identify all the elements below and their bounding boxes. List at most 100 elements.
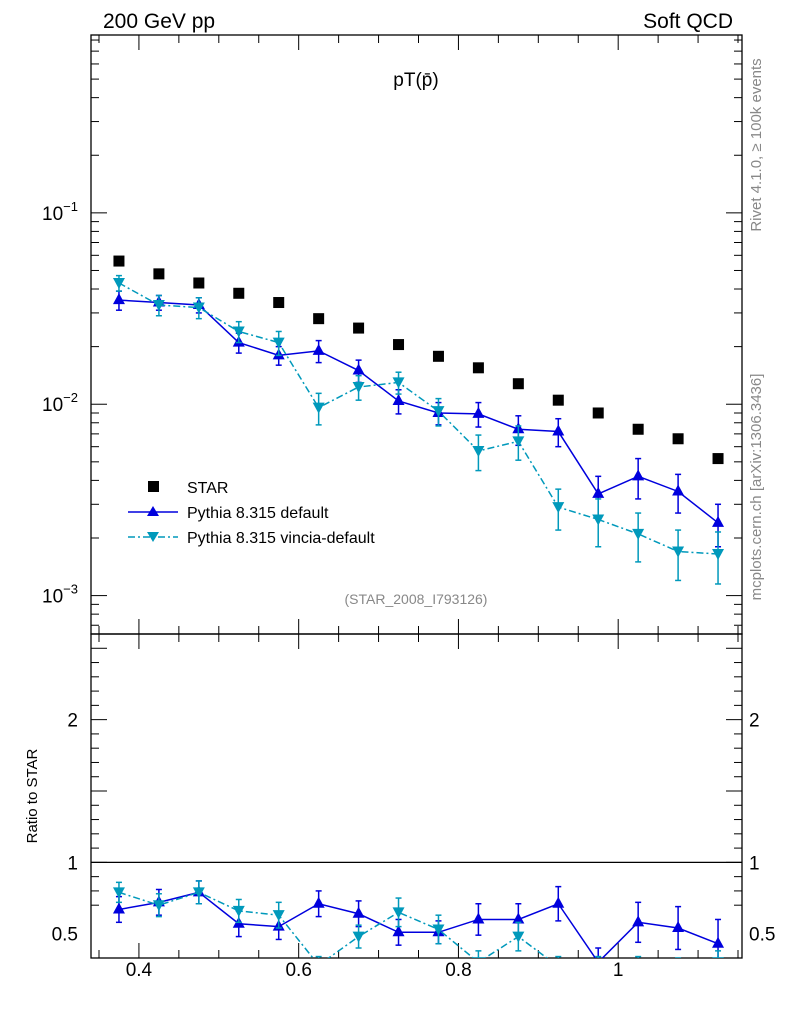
data-point bbox=[472, 912, 485, 924]
data-point bbox=[353, 322, 365, 334]
legend-label-vincia: Pythia 8.315 vincia-default bbox=[187, 530, 375, 547]
data-point bbox=[712, 453, 724, 465]
data-point bbox=[472, 957, 485, 958]
data-point bbox=[153, 268, 165, 280]
data-point bbox=[313, 960, 325, 971]
data-point bbox=[672, 963, 684, 974]
data-point bbox=[393, 339, 405, 351]
data-point bbox=[392, 907, 405, 919]
y-tick-label: 2 bbox=[67, 711, 78, 732]
x-tick-label: 0.4 bbox=[126, 960, 153, 981]
data-point bbox=[112, 293, 125, 305]
y-tick-label: 10−3 bbox=[42, 582, 78, 608]
data-point bbox=[192, 887, 205, 899]
legend-marker-vincia bbox=[147, 532, 159, 542]
data-point bbox=[632, 915, 645, 927]
data-point bbox=[352, 382, 365, 394]
data-point bbox=[392, 925, 405, 937]
data-point bbox=[672, 921, 685, 933]
data-point bbox=[152, 300, 165, 312]
data-point bbox=[112, 902, 125, 914]
data-point bbox=[632, 423, 644, 435]
data-point bbox=[632, 528, 645, 540]
data-point bbox=[273, 297, 285, 309]
x-tick-label: 0.6 bbox=[285, 960, 311, 981]
series-line bbox=[118, 891, 719, 958]
data-point bbox=[552, 962, 564, 973]
series-line bbox=[118, 891, 549, 958]
header-left: 200 GeV pp bbox=[103, 10, 215, 33]
data-point bbox=[392, 377, 405, 389]
data-point bbox=[312, 343, 325, 355]
mcplots-label: mcplots.cern.ch [arXiv:1306.3436] bbox=[748, 374, 765, 601]
data-point bbox=[432, 924, 445, 936]
data-point bbox=[112, 278, 125, 290]
y-tick-label: 1 bbox=[67, 853, 78, 874]
data-point bbox=[232, 905, 245, 917]
y-tick-label: 0.5 bbox=[52, 925, 78, 946]
data-point bbox=[392, 393, 405, 405]
data-point bbox=[552, 896, 565, 908]
data-point bbox=[712, 957, 725, 958]
y-tick-label-right: 0.5 bbox=[749, 925, 775, 946]
data-point bbox=[352, 363, 365, 375]
data-point bbox=[312, 896, 325, 908]
data-point bbox=[472, 362, 484, 374]
legend-label-star: STAR bbox=[187, 480, 228, 497]
data-point bbox=[512, 378, 524, 390]
legend: STAR Pythia 8.315 default Pythia 8.315 v… bbox=[128, 480, 375, 547]
data-point bbox=[272, 910, 285, 922]
data-point bbox=[152, 900, 165, 912]
data-point bbox=[672, 433, 684, 445]
data-point bbox=[232, 326, 245, 338]
data-point bbox=[512, 436, 525, 448]
data-point bbox=[632, 469, 645, 481]
data-point bbox=[592, 962, 604, 973]
watermark: (STAR_2008_I793126) bbox=[345, 591, 488, 607]
data-point bbox=[472, 406, 485, 418]
ratio-axes: 0.4 0.6 0.8 1 0.5 0.5 1 1 2 2 bbox=[52, 634, 775, 981]
legend-marker-star bbox=[148, 481, 159, 492]
data-point bbox=[552, 502, 565, 514]
data-point bbox=[192, 302, 205, 314]
legend-label-default: Pythia 8.315 default bbox=[187, 505, 329, 522]
data-point bbox=[592, 407, 604, 419]
data-point bbox=[552, 424, 565, 436]
y-tick-label: 10−1 bbox=[42, 199, 78, 225]
data-point bbox=[592, 514, 605, 526]
data-point bbox=[472, 445, 485, 457]
data-point bbox=[113, 255, 125, 267]
data-point bbox=[672, 484, 685, 496]
data-point bbox=[193, 277, 205, 289]
y-tick-label: 10−2 bbox=[42, 390, 78, 416]
data-point bbox=[712, 515, 725, 527]
data-point bbox=[712, 936, 725, 948]
series-line bbox=[118, 282, 719, 555]
data-point bbox=[512, 931, 525, 943]
header-right: Soft QCD bbox=[643, 10, 733, 33]
data-point bbox=[512, 912, 525, 924]
data-point bbox=[112, 887, 125, 899]
data-point bbox=[552, 394, 564, 406]
data-point bbox=[632, 962, 644, 973]
legend-marker-default bbox=[147, 506, 159, 516]
data-point bbox=[432, 406, 445, 418]
data-point bbox=[432, 350, 444, 362]
main-data bbox=[112, 255, 725, 585]
data-point bbox=[312, 402, 325, 414]
data-point bbox=[712, 548, 725, 560]
rivet-label: Rivet 4.1.0, ≥ 100k events bbox=[748, 58, 765, 231]
main-axes: 10−1 10−2 10−3 bbox=[42, 35, 742, 634]
data-point bbox=[313, 313, 325, 325]
data-point bbox=[272, 337, 285, 349]
series-line bbox=[118, 299, 719, 524]
ratio-data bbox=[112, 880, 725, 974]
ratio-panel-frame bbox=[90, 633, 743, 959]
x-tick-label: 0.8 bbox=[445, 960, 471, 981]
y-tick-label-right: 2 bbox=[749, 711, 760, 732]
x-tick-label: 1 bbox=[613, 960, 624, 981]
data-point bbox=[592, 486, 605, 498]
data-point bbox=[672, 546, 685, 558]
data-point bbox=[352, 906, 365, 918]
data-point bbox=[352, 931, 365, 943]
